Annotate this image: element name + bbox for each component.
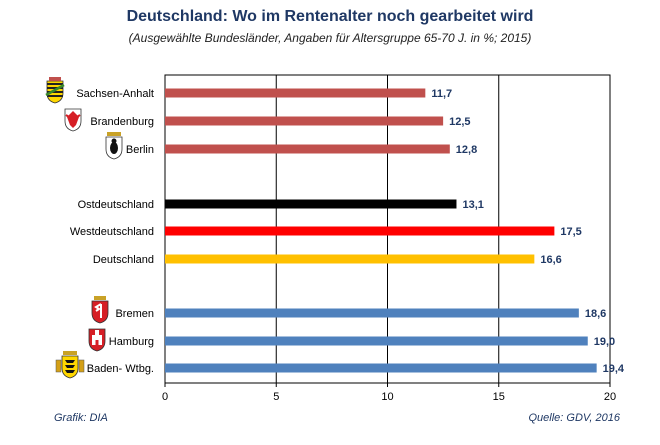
category-label: Deutschland [93,254,154,266]
coat-of-arms-berlin-icon [105,132,123,160]
graphic-credit: Grafik: DIA [54,412,108,424]
coat-of-arms-bremen-icon [91,296,109,324]
category-label: Berlin [126,144,154,156]
chart-title: Deutschland: Wo im Rentenalter noch gear… [126,8,534,25]
value-label: 12,8 [456,144,477,156]
coat-of-arms-baden-wuerttemberg-icon [55,351,85,379]
bar-sachsen-anhalt [165,88,426,98]
x-tick-label: 15 [493,391,505,403]
bar-westdeutschland [165,226,555,236]
value-label: 19,0 [594,336,615,348]
x-tick-label: 10 [381,391,393,403]
value-label: 17,5 [560,226,581,238]
bar-brandenburg [165,116,444,126]
bar-bremen [165,308,579,318]
bar-hamburg [165,336,588,346]
coat-of-arms-sachsen-anhalt-icon [45,77,65,104]
category-label: Brandenburg [90,116,154,128]
bar-ostdeutschland [165,199,457,209]
chart-subtitle: (Ausgewählte Bundesländer, Angaben für A… [128,31,532,45]
category-label: Hamburg [109,336,154,348]
bar-baden-wtbg [165,363,597,373]
bar-deutschland [165,254,535,264]
category-label: Sachsen-Anhalt [76,88,154,100]
coat-of-arms-brandenburg-icon [64,108,82,132]
x-tick-label: 20 [604,391,616,403]
value-label: 12,5 [449,116,470,128]
coat-of-arms-hamburg-icon [88,328,106,352]
value-label: 11,7 [431,88,452,100]
category-label: Bremen [115,308,154,320]
category-label: Baden- Wtbg. [87,363,154,375]
data-source: Quelle: GDV, 2016 [528,412,620,424]
x-tick-label: 5 [273,391,279,403]
value-label: 18,6 [585,308,606,320]
category-label: Westdeutschland [70,226,154,238]
x-tick-label: 0 [162,391,168,403]
category-label: Ostdeutschland [78,199,154,211]
value-label: 19,4 [603,363,625,375]
bar-berlin [165,144,450,154]
value-label: 16,6 [540,254,561,266]
value-label: 13,1 [462,199,483,211]
